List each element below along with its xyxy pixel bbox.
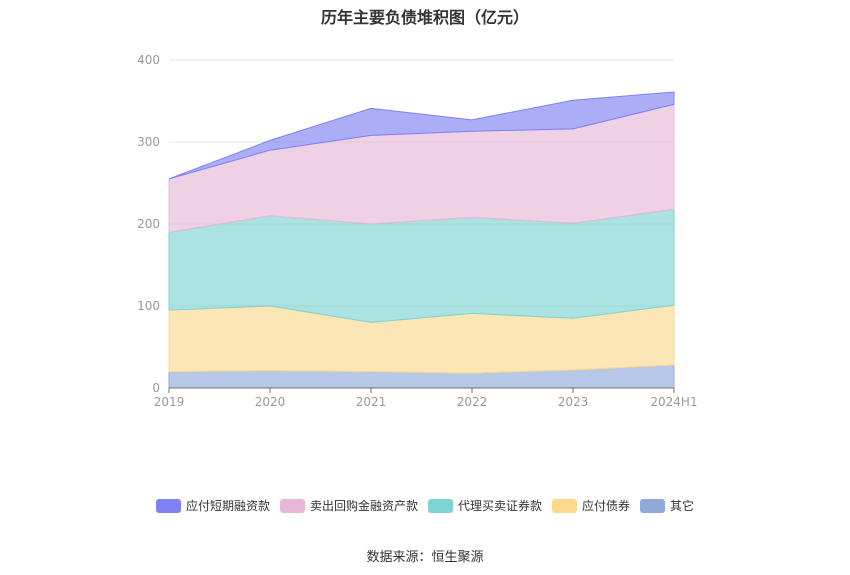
chart-title: 历年主要负债堆积图（亿元） (320, 8, 529, 27)
legend-item[interactable]: 卖出回购金融资产款 (279, 497, 418, 514)
legend-label: 代理买卖证券款 (457, 499, 542, 513)
x-tick-label: 2024H1 (650, 395, 697, 409)
legend-item[interactable]: 应付短期融资款 (155, 497, 270, 514)
area-series-代理买卖证券款[interactable] (168, 208, 675, 323)
y-tick-label: 100 (137, 299, 160, 313)
y-tick-label: 300 (137, 135, 160, 149)
area-series-应付短期融资款[interactable] (168, 91, 675, 180)
x-tick-label: 2023 (558, 395, 589, 409)
x-tick-label: 2022 (457, 395, 488, 409)
axes: 0 100 200 300 400 2019 2020 2021 2022 2023 2024H1 (137, 53, 698, 409)
legend: 应付短期融资款 卖出回购金融资产款 代理买卖证券款 应付债券 其它 (0, 497, 850, 514)
legend-swatch (552, 498, 577, 513)
data-source-note: 数据来源：恒生聚源 (366, 550, 484, 565)
legend-swatch (427, 498, 453, 513)
x-tick-label: 2019 (154, 395, 185, 409)
legend-item[interactable]: 应付债券 (552, 497, 630, 514)
legend-label: 应付债券 (582, 499, 631, 513)
area-series (168, 91, 675, 389)
legend-item[interactable]: 代理买卖证券款 (427, 497, 542, 514)
y-tick-label: 400 (137, 53, 160, 67)
legend-label: 卖出回购金融资产款 (309, 499, 418, 513)
legend-item[interactable]: 其它 (640, 497, 694, 514)
y-tick-label: 200 (137, 217, 160, 231)
legend-label: 其它 (670, 499, 695, 513)
y-tick-label: 0 (152, 381, 160, 395)
legend-swatch (640, 498, 666, 513)
legend-swatch (279, 498, 305, 513)
x-tick-label: 2020 (255, 395, 286, 409)
x-tick-label: 2021 (356, 395, 387, 409)
legend-swatch (155, 498, 181, 513)
legend-label: 应付短期融资款 (185, 499, 270, 513)
stacked-area-chart: 0 100 200 300 400 2019 2020 2021 2022 2023 2024H1 (137, 53, 698, 409)
